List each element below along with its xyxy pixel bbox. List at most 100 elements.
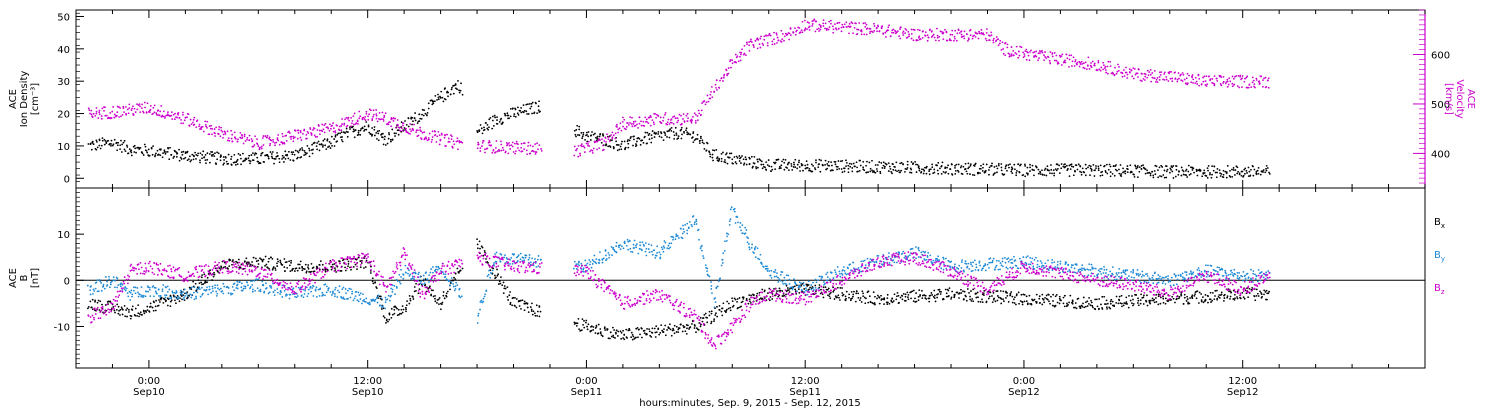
data-point bbox=[382, 118, 385, 121]
data-point bbox=[811, 20, 814, 23]
data-point bbox=[281, 142, 284, 145]
data-point bbox=[361, 118, 364, 121]
data-point bbox=[586, 140, 589, 143]
data-point bbox=[954, 173, 957, 175]
data-point bbox=[405, 310, 407, 313]
data-point bbox=[1151, 170, 1154, 173]
data-point bbox=[1244, 167, 1247, 170]
left-tick-label: 10 bbox=[57, 230, 70, 241]
data-point bbox=[89, 293, 92, 296]
data-point bbox=[917, 28, 919, 31]
data-point bbox=[1163, 169, 1166, 172]
data-point bbox=[401, 305, 404, 308]
data-point bbox=[498, 121, 501, 123]
data-point bbox=[1136, 166, 1139, 169]
data-point bbox=[819, 28, 822, 31]
data-point bbox=[780, 40, 783, 43]
data-point bbox=[693, 327, 696, 329]
data-point bbox=[758, 158, 761, 161]
data-point bbox=[201, 125, 204, 128]
data-point bbox=[740, 162, 742, 164]
data-point bbox=[1134, 73, 1137, 76]
data-point bbox=[257, 259, 260, 262]
data-point bbox=[644, 120, 647, 123]
data-point bbox=[102, 311, 104, 314]
data-point bbox=[86, 284, 89, 287]
data-point bbox=[270, 153, 273, 155]
data-point bbox=[1089, 174, 1091, 177]
data-point bbox=[248, 139, 251, 142]
data-point bbox=[680, 123, 683, 126]
data-point bbox=[906, 163, 909, 166]
data-point bbox=[691, 136, 694, 138]
data-point bbox=[295, 267, 298, 270]
data-point bbox=[438, 303, 440, 306]
data-point bbox=[632, 335, 635, 338]
data-point bbox=[1216, 297, 1219, 300]
data-point bbox=[683, 132, 686, 134]
data-point bbox=[1050, 295, 1052, 298]
data-point bbox=[907, 298, 910, 301]
data-point bbox=[822, 296, 825, 299]
data-point bbox=[759, 159, 762, 162]
data-point bbox=[1171, 295, 1174, 298]
data-point bbox=[810, 163, 813, 166]
data-point bbox=[476, 238, 478, 241]
data-point bbox=[256, 138, 258, 140]
data-point bbox=[290, 135, 293, 138]
data-point bbox=[1016, 170, 1018, 172]
data-point bbox=[976, 291, 979, 294]
data-point bbox=[649, 115, 652, 117]
data-point bbox=[1142, 303, 1145, 305]
data-point bbox=[427, 107, 430, 110]
data-point bbox=[129, 299, 132, 301]
data-point bbox=[182, 150, 185, 153]
data-point bbox=[260, 145, 263, 148]
data-point bbox=[495, 276, 497, 279]
data-point bbox=[1136, 302, 1139, 304]
data-point bbox=[611, 326, 614, 329]
data-point bbox=[311, 152, 314, 155]
data-point bbox=[290, 259, 293, 262]
data-point bbox=[1033, 169, 1035, 172]
data-point bbox=[349, 128, 351, 130]
data-point bbox=[877, 24, 879, 27]
data-point bbox=[1091, 304, 1094, 307]
data-point bbox=[1263, 293, 1265, 296]
data-point bbox=[354, 123, 357, 126]
data-point bbox=[1008, 53, 1011, 55]
data-point bbox=[305, 271, 308, 274]
data-point bbox=[1060, 299, 1062, 302]
data-point bbox=[1115, 301, 1118, 304]
data-point bbox=[1204, 294, 1207, 296]
data-point bbox=[788, 291, 791, 293]
data-point bbox=[1058, 302, 1061, 305]
data-point bbox=[424, 112, 427, 115]
data-point bbox=[826, 167, 829, 170]
data-point bbox=[1257, 295, 1260, 297]
data-point bbox=[862, 295, 865, 298]
data-point bbox=[1172, 297, 1175, 300]
data-point bbox=[402, 124, 404, 127]
data-point bbox=[677, 119, 680, 122]
data-point bbox=[1117, 302, 1120, 305]
data-point bbox=[126, 315, 128, 318]
data-point bbox=[206, 286, 208, 289]
data-point bbox=[425, 113, 428, 116]
data-point bbox=[1023, 55, 1026, 57]
data-point bbox=[967, 37, 970, 40]
data-point bbox=[854, 300, 857, 303]
data-point bbox=[357, 133, 360, 136]
data-point bbox=[335, 271, 337, 273]
data-point bbox=[134, 111, 137, 113]
data-point bbox=[928, 297, 931, 300]
data-point bbox=[596, 148, 598, 151]
data-point bbox=[871, 159, 873, 162]
data-point bbox=[199, 295, 202, 298]
data-point bbox=[377, 132, 380, 135]
data-point bbox=[847, 171, 850, 174]
data-point bbox=[716, 88, 718, 91]
data-point bbox=[522, 111, 525, 114]
data-point bbox=[276, 154, 279, 157]
data-point bbox=[1243, 172, 1246, 175]
